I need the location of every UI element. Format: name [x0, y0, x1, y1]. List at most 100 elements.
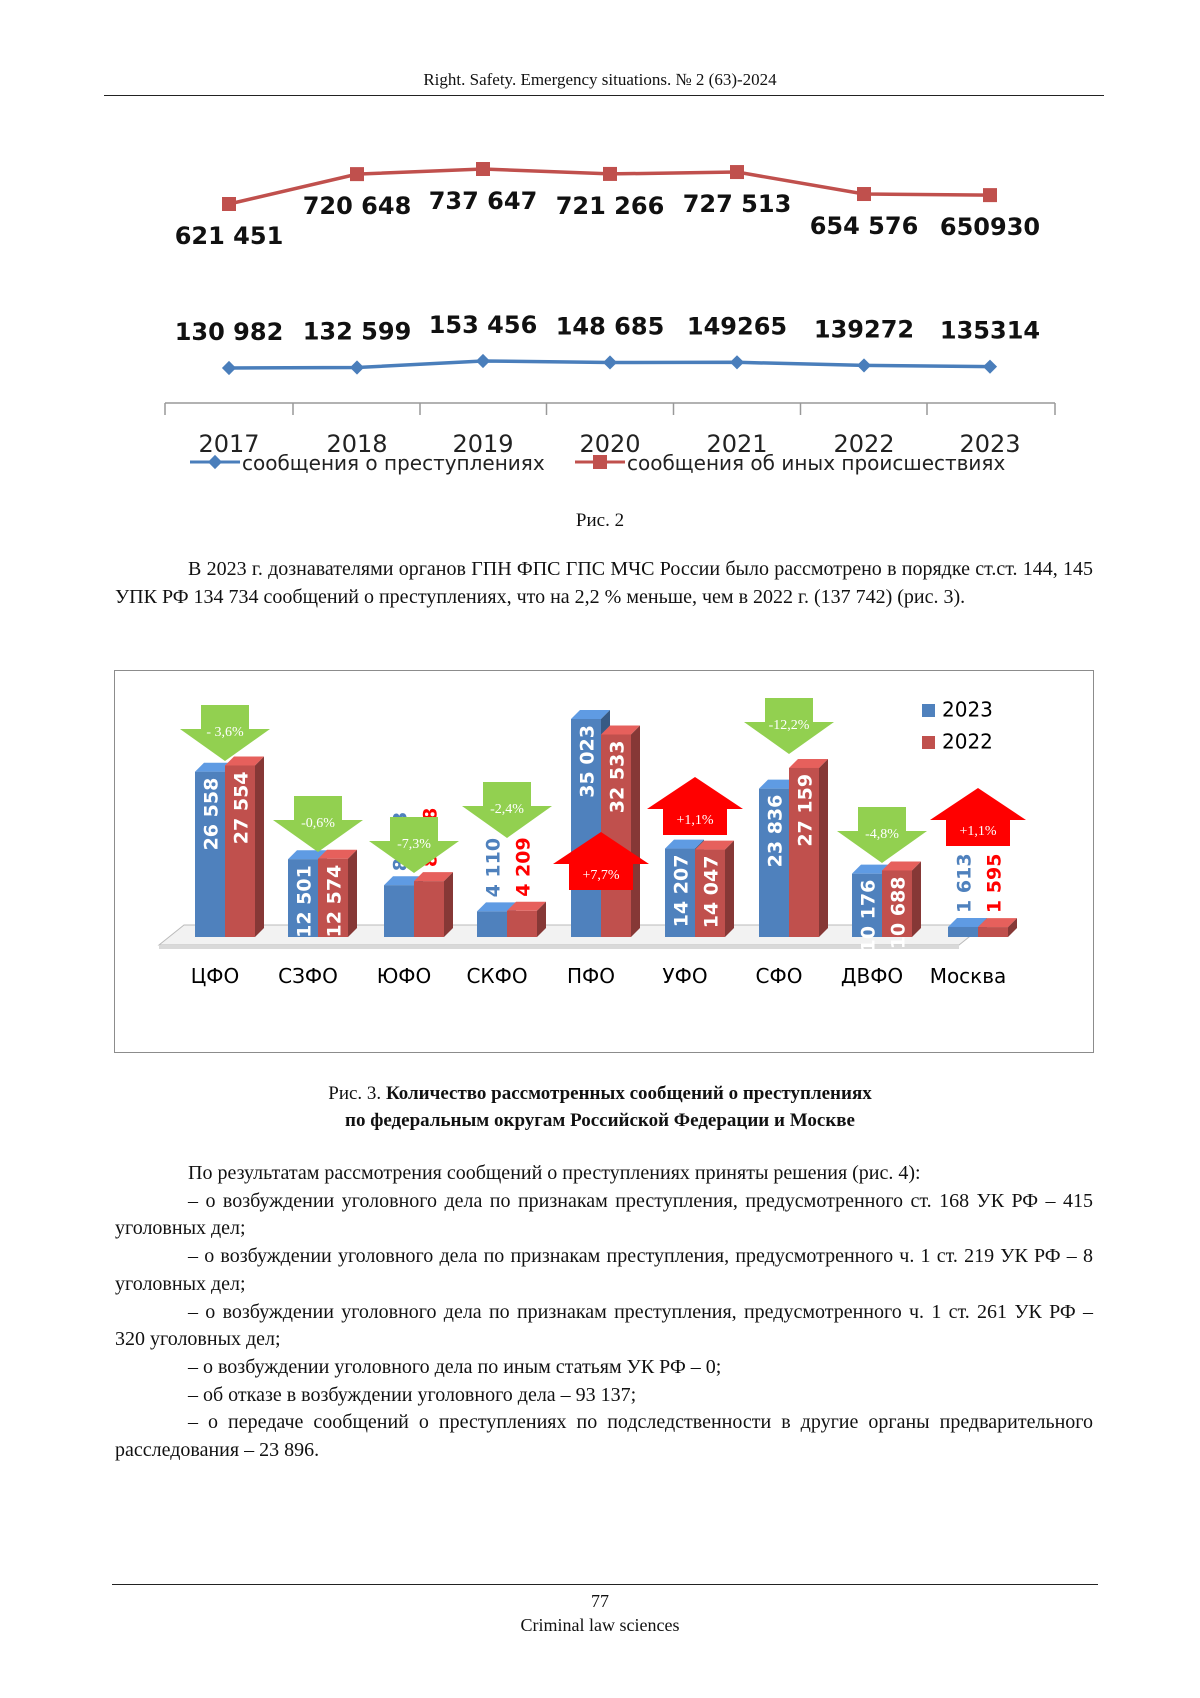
header-rule: [104, 95, 1104, 96]
bar-side: [444, 872, 453, 937]
bar: [477, 911, 507, 937]
bar-side: [819, 758, 828, 937]
bar: [225, 765, 255, 937]
legend-label: 2023: [942, 698, 993, 722]
bar-top: [695, 840, 734, 850]
point-marker: [475, 353, 491, 369]
increase-arrow: [553, 832, 649, 890]
paragraph: По результатам рассмотрения сообщений о …: [115, 1160, 1093, 1465]
bar: [789, 767, 819, 937]
x-tick-label: ЮФО: [377, 964, 432, 988]
bar-side: [537, 901, 546, 937]
bar-top: [852, 864, 891, 874]
point-marker: [856, 358, 872, 373]
data-label: 35 023: [577, 725, 599, 798]
point-marker: [729, 355, 745, 370]
point-marker: [221, 360, 237, 376]
bar-top: [414, 872, 453, 882]
bar: [414, 881, 444, 937]
bar-top: [789, 758, 828, 768]
data-label: 26 558: [201, 778, 223, 851]
data-label: 1 613: [954, 853, 976, 913]
bar-top: [288, 850, 327, 860]
bar-top: [225, 756, 264, 766]
bar: [882, 870, 912, 937]
list-item: – об отказе в возбуждении уголовного дел…: [188, 1383, 637, 1406]
list-item: – о возбуждении уголовного дела по призн…: [115, 1189, 1093, 1240]
point-marker: [350, 167, 364, 182]
x-tick-label: Москва: [930, 964, 1007, 988]
data-label: 23 836: [765, 795, 787, 868]
decrease-arrow: [837, 807, 927, 863]
x-tick-label: ЦФО: [191, 964, 240, 988]
x-tick-label: 2020: [579, 430, 640, 458]
x-tick-label: 2017: [198, 430, 259, 458]
paragraph-text: По результатам рассмотрения сообщений о …: [188, 1162, 921, 1184]
change-label: -4,8%: [865, 827, 899, 842]
list-item: – о возбуждении уголовного дела по призн…: [115, 1300, 1093, 1351]
decrease-arrow: [273, 796, 363, 852]
x-tick-label: СФО: [756, 964, 803, 988]
x-tick-label: СЗФО: [278, 964, 338, 988]
bar-top: [665, 839, 704, 849]
caption-title: по федеральным округам Российской Федера…: [345, 1110, 855, 1131]
x-tick-label: 2018: [326, 430, 387, 458]
data-label: 4 110: [483, 838, 505, 898]
x-tick-label: 2022: [833, 430, 894, 458]
decrease-arrow: [744, 698, 834, 754]
bar-top: [195, 762, 234, 772]
decrease-arrow: [369, 817, 459, 873]
increase-arrow: [647, 777, 743, 835]
bar-top: [318, 849, 357, 859]
paragraph: В 2023 г. дознавателями органов ГПН ФПС …: [115, 556, 1093, 611]
bar-top: [571, 710, 610, 719]
bar-top: [384, 876, 423, 886]
caption-prefix: Рис. 3.: [328, 1083, 382, 1104]
bar: [759, 788, 789, 937]
data-label: 720 648: [303, 192, 412, 220]
data-label: 12 574: [324, 865, 346, 938]
bar-top: [759, 779, 798, 789]
data-label: 737 647: [429, 187, 538, 215]
paragraph-text: В 2023 г. дознавателями органов ГПН ФПС …: [115, 558, 1093, 608]
data-label: 149265: [687, 312, 787, 340]
data-label: 727 513: [683, 190, 792, 218]
data-label: 4 209: [513, 837, 535, 897]
change-label: +7,7%: [582, 868, 619, 883]
bar-top: [978, 918, 1017, 928]
data-label: 130 982: [175, 318, 284, 346]
line-chart: 2017 2018 2019 2020 2021 2022 2023 130 982 132 5…: [164, 162, 1056, 475]
x-tick-label: СКФО: [466, 964, 527, 988]
footer-journal: Criminal law sciences: [520, 1615, 680, 1635]
bar-side: [912, 861, 921, 937]
list-item: – о передаче сообщений о преступлениях п…: [115, 1411, 1093, 1462]
legend-label: сообщения об иных происшествиях: [627, 451, 1005, 475]
footer-rule: [112, 1584, 1098, 1585]
data-label: 153 456: [429, 311, 538, 339]
x-tick-label: УФО: [662, 964, 707, 988]
point-marker: [857, 187, 871, 202]
x-tick-label: ДВФО: [841, 964, 903, 988]
bar-top: [477, 902, 516, 912]
figure-caption: Рис. 3. Количество рассмотренных сообщен…: [0, 1080, 1200, 1134]
data-label: 12 501: [294, 865, 316, 938]
point-marker: [476, 162, 490, 176]
running-header: Right. Safety. Emergency situations. № 2…: [423, 70, 777, 89]
bar-top: [882, 861, 921, 871]
figure-caption: Рис. 2: [575, 510, 625, 531]
data-label: 654 576: [810, 212, 919, 240]
point-marker: [982, 359, 998, 374]
increase-arrow: [930, 788, 1026, 846]
bar: [948, 926, 978, 937]
legend-marker: [207, 454, 223, 470]
data-label: 721 266: [556, 192, 665, 220]
list-item: – о возбуждении уголовного дела по иным …: [188, 1355, 722, 1378]
legend-swatch: [922, 736, 935, 749]
legend-label: 2022: [942, 730, 993, 754]
bar-side: [631, 725, 640, 937]
caption-line: Рис. 3. Количество рассмотренных сообщен…: [0, 1080, 1200, 1107]
point-marker: [603, 166, 617, 181]
bar-side: [348, 849, 357, 937]
change-label: -12,2%: [769, 718, 810, 733]
